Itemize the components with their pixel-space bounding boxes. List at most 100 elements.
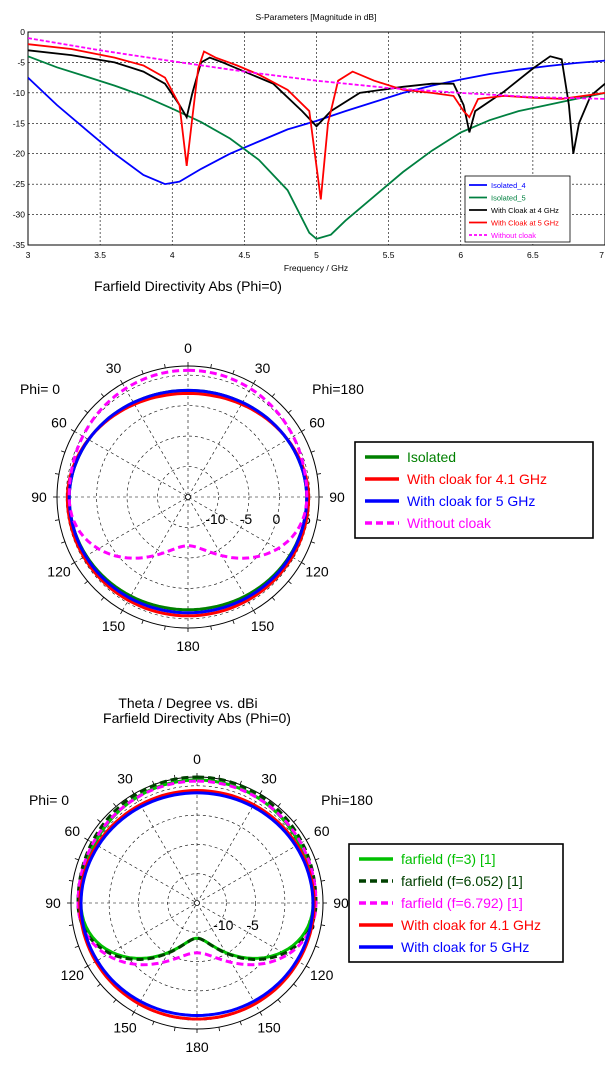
polar2-tick xyxy=(293,983,297,987)
polar2-legend-label: farfield (f=6.792) [1] xyxy=(401,895,523,911)
polar1-tick xyxy=(210,625,212,631)
polar1-radial-label: -5 xyxy=(240,511,253,527)
polar2-series-curve xyxy=(79,778,315,960)
polar1-tick xyxy=(164,625,166,631)
polar2-tick xyxy=(131,790,135,795)
polar2-header: Farfield Directivity Abs (Phi=0) xyxy=(103,710,291,726)
polar1-tick xyxy=(301,562,306,565)
polar2-tick xyxy=(84,965,89,969)
polar2-tick xyxy=(293,819,297,823)
polar1-angle-label: 30 xyxy=(106,360,122,376)
polar2-legend: farfield (f=3) [1] farfield (f=6.052) [1]… xyxy=(348,843,564,963)
polar1-tick xyxy=(232,370,235,375)
sparams-y-tick: -15 xyxy=(13,118,26,128)
polar1-radial-label: 0 xyxy=(272,511,280,527)
polar1-ring xyxy=(157,466,219,528)
polar2-tick xyxy=(218,1027,220,1032)
polar2-center xyxy=(194,900,200,906)
polar1-tick xyxy=(253,379,256,384)
polar2-tick xyxy=(68,924,73,926)
polar1-ring xyxy=(126,435,250,559)
polar2-tick xyxy=(277,999,281,1003)
polar2-tick xyxy=(74,945,79,948)
polar1-angle-label: 90 xyxy=(329,489,345,505)
sparams-legend-label: Isolated_4 xyxy=(491,181,526,190)
polar2-tick xyxy=(84,837,89,841)
polar2-angle-label: 150 xyxy=(257,1020,281,1036)
sparams-x-tick: 3.5 xyxy=(94,250,106,260)
polar1-angle-label: 150 xyxy=(251,618,275,634)
sparams-x-tick: 6 xyxy=(458,250,463,260)
polar2-tick xyxy=(305,965,310,969)
sparams-x-tick: 5 xyxy=(314,250,319,260)
polar1-legend: Isolated With cloak for 4.1 GHz With cloak… xyxy=(354,441,594,539)
polar2-tick xyxy=(174,1027,176,1032)
polar1-series-curve xyxy=(67,368,309,560)
polar2-tick xyxy=(259,790,263,795)
polar1-angle-label: 180 xyxy=(176,638,200,654)
polar2-angle-label: 180 xyxy=(185,1039,209,1055)
polar1-tick xyxy=(288,409,292,414)
polar1-tick xyxy=(120,379,123,384)
sparams-series-line xyxy=(28,55,605,240)
polar1-tick xyxy=(54,473,60,475)
polar2-tick xyxy=(97,819,101,823)
sparams-x-tick: 7 xyxy=(599,250,604,260)
polar1-tick xyxy=(301,429,306,432)
polar1-tick xyxy=(61,450,66,453)
polar2-angle-label: 60 xyxy=(65,823,81,839)
polar1-angle-label: 0 xyxy=(184,340,192,356)
polar2-tick xyxy=(277,803,281,807)
sparams-title: S-Parameters [Magnitude in dB] xyxy=(256,12,377,22)
polar1-tick xyxy=(316,519,322,521)
polar1-tick xyxy=(141,370,144,375)
polar1-legend-label: With cloak for 4.1 GHz xyxy=(407,471,547,487)
polar1-tick xyxy=(61,541,66,544)
polar1-tick xyxy=(100,597,105,601)
sparams-x-tick: 6.5 xyxy=(527,250,539,260)
polar1-tick xyxy=(70,562,75,565)
polar1-spoke xyxy=(74,431,302,563)
polar2-series-curve xyxy=(76,779,318,967)
sparams-series-line xyxy=(28,37,605,100)
polar2-angle-label: 150 xyxy=(113,1020,137,1036)
sparams-x-tick: 5.5 xyxy=(383,250,395,260)
polar1-tick xyxy=(232,619,235,624)
polar2-ring xyxy=(108,814,286,992)
polar2-legend-label: With cloak for 4.1 GHz xyxy=(401,917,541,933)
sparams-y-tick: 0 xyxy=(20,27,25,37)
sparams-y-tick: -5 xyxy=(17,57,25,67)
polar1-angle-label: 120 xyxy=(305,564,329,580)
sparams-x-tick: 4 xyxy=(170,250,175,260)
sparams-x-tick: 4.5 xyxy=(238,250,250,260)
polar2-phi-left: Phi= 0 xyxy=(29,792,69,808)
sparams-x-label: Frequency / GHz xyxy=(284,263,348,273)
sparams-x-tick: 3 xyxy=(26,250,31,260)
polar1-header: Farfield Directivity Abs (Phi=0) xyxy=(94,278,282,294)
sparams-y-tick: -30 xyxy=(13,210,26,220)
polar1-tick xyxy=(210,363,212,369)
polar1-legend-label: With cloak for 5 GHz xyxy=(407,493,535,509)
polar1-angle-label: 30 xyxy=(255,360,271,376)
polar1-legend-label: Without cloak xyxy=(407,515,492,531)
sparams-legend-label: Without cloak xyxy=(491,231,536,240)
polar2-angle-label: 90 xyxy=(333,895,349,911)
polar1-angle-label: 60 xyxy=(51,415,67,431)
polar1-angle-label: 120 xyxy=(47,564,71,580)
polar1-tick xyxy=(288,580,292,585)
polar2-tick xyxy=(152,1021,155,1026)
polar1-tick xyxy=(84,409,88,414)
polar1-spoke xyxy=(74,431,302,563)
polar2-angle-label: 60 xyxy=(314,823,330,839)
polar2-angle-label: 0 xyxy=(193,751,201,767)
sparams-series-line xyxy=(28,43,605,200)
polar1-tick xyxy=(54,519,60,521)
polar2-tick xyxy=(97,983,101,987)
polar1-tick xyxy=(120,610,123,615)
polar2-tick xyxy=(305,837,310,841)
polar2-chart: Farfield Directivity Abs (Phi=0) 0 30 60 90 1… xyxy=(29,710,564,1055)
sparams-y-tick: -35 xyxy=(13,240,26,250)
sparams-chart: S-Parameters [Magnitude in dB] 3 3.5 4 4.5 5 5… xyxy=(13,12,605,273)
polar1-legend-label: Isolated xyxy=(407,449,456,465)
